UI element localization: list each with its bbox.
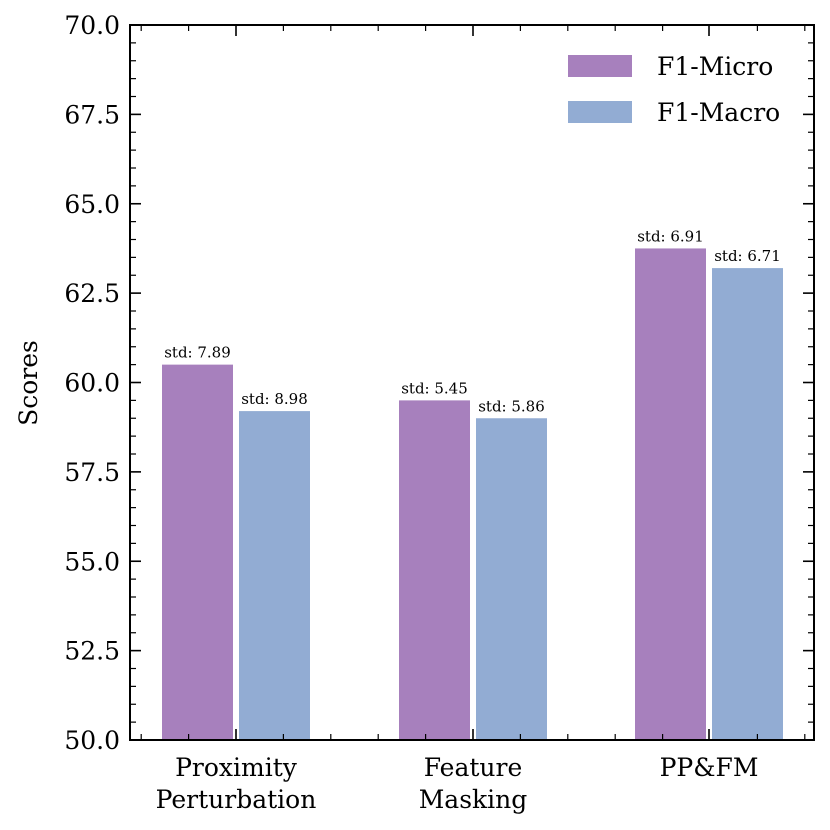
y-tick-label: 70.0: [64, 11, 120, 40]
y-tick-label: 55.0: [64, 547, 120, 576]
legend-label-f1-micro: F1-Micro: [657, 52, 773, 81]
x-category-labels: Proximity Perturbation Feature Masking PP&FM: [156, 753, 759, 814]
y-tick-label: 57.5: [64, 458, 120, 487]
std-label-f1-micro-1: std: 5.45: [401, 379, 468, 397]
std-labels-layer: std: 7.89 std: 5.45 std: 6.91 std: 8.98 std:…: [164, 227, 781, 415]
std-label-f1-micro-0: std: 7.89: [164, 344, 231, 362]
bars-layer: [162, 248, 783, 740]
std-label-f1-macro-2: std: 6.71: [714, 247, 781, 265]
y-tick-label: 65.0: [64, 190, 120, 219]
std-label-f1-macro-1: std: 5.86: [478, 397, 545, 415]
legend: F1-Micro F1-Macro: [568, 52, 780, 127]
y-tick-labels: 50.0 52.5 55.0 57.5 60.0 62.5 65.0 67.5 70.0: [64, 11, 120, 755]
bar-f1-macro-2: [712, 268, 783, 740]
bar-f1-macro-1: [476, 418, 547, 740]
std-label-f1-micro-2: std: 6.91: [637, 227, 704, 245]
y-tick-label: 62.5: [64, 279, 120, 308]
plot-frame: [129, 24, 815, 741]
bar-f1-macro-0: [239, 411, 310, 740]
std-label-f1-macro-0: std: 8.98: [241, 390, 308, 408]
y-tick-label: 52.5: [64, 637, 120, 666]
x-category-label: PP&FM: [660, 753, 759, 782]
legend-swatch-f1-micro: [568, 55, 632, 77]
x-category-label: Masking: [419, 785, 528, 814]
bar-f1-micro-1: [399, 400, 470, 740]
y-axis-title: Scores: [14, 340, 43, 426]
bar-f1-micro-0: [162, 364, 233, 740]
x-category-label: Proximity: [175, 753, 298, 782]
legend-label-f1-macro: F1-Macro: [657, 98, 780, 127]
legend-swatch-f1-macro: [568, 101, 632, 123]
y-tick-label: 50.0: [64, 726, 120, 755]
y-tick-label: 67.5: [64, 100, 120, 129]
x-category-label: Feature: [424, 753, 523, 782]
y-tick-label: 60.0: [64, 369, 120, 398]
bar-f1-micro-2: [635, 248, 706, 740]
x-category-label: Perturbation: [156, 785, 317, 814]
